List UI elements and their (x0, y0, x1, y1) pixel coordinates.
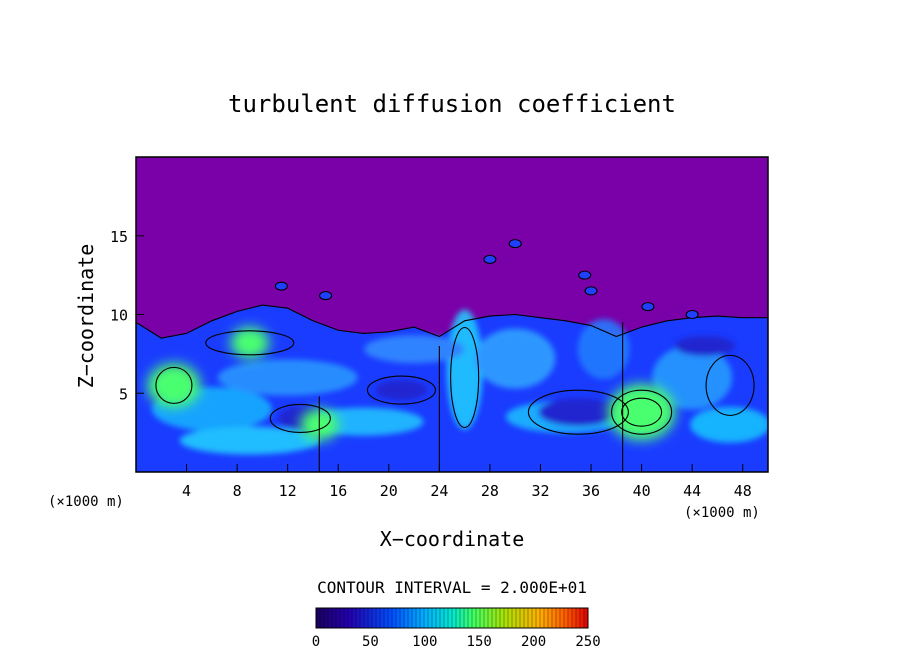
max-region (608, 384, 675, 440)
chart-title: turbulent diffusion coefficient (228, 90, 676, 118)
contour-cell (484, 255, 496, 263)
contour-cell (642, 303, 654, 311)
y-tick-label: 15 (110, 228, 128, 246)
eddy-blob (538, 398, 618, 426)
eddy-blob (375, 380, 427, 400)
y-tick-label: 10 (110, 307, 128, 325)
x-tick-label: 32 (531, 482, 549, 500)
x-axis-title: X−coordinate (380, 527, 525, 551)
x-tick-label: 8 (233, 482, 242, 500)
swirl-blob (690, 407, 770, 443)
colorbar-ticks: 0 50 100 150 200 250 (312, 634, 601, 650)
swirl-blob (218, 360, 358, 396)
swirl-blob (180, 427, 320, 455)
x-tick-label: 36 (582, 482, 600, 500)
swirl-blob (364, 335, 464, 363)
colorbar-tick-label: 0 (312, 634, 320, 650)
x-left-unit-label: (×1000 m) (48, 494, 124, 510)
colorbar-tick-label: 100 (412, 634, 437, 650)
y-axis-title: Z−coordinate (74, 244, 98, 389)
x-tick-label: 20 (380, 482, 398, 500)
contour-cell (320, 292, 332, 300)
x-tick-label: 12 (279, 482, 297, 500)
x-tick-label: 28 (481, 482, 499, 500)
swirl-blob (475, 329, 555, 389)
contour-cell (275, 282, 287, 290)
x-tick-label: 4 (182, 482, 191, 500)
x-tick-label: 40 (633, 482, 651, 500)
eddy-blob (675, 336, 735, 356)
colorbar-tick-label: 200 (521, 634, 546, 650)
colorbar-tick-label: 50 (362, 634, 379, 650)
contour-cell (686, 311, 698, 319)
colorbar-tick-label: 150 (467, 634, 492, 650)
contour-cell (585, 287, 597, 295)
heatmap-field (136, 157, 770, 472)
x-right-unit-label: (×1000 m) (684, 505, 760, 521)
colorbar-tick-label: 250 (575, 634, 600, 650)
x-tick-label: 24 (430, 482, 448, 500)
contour-interval-label: CONTOUR INTERVAL = 2.000E+01 (317, 578, 587, 597)
contour-cell (509, 240, 521, 248)
colorbar: 0 50 100 150 200 250 (312, 608, 601, 650)
x-tick-label: 44 (683, 482, 701, 500)
x-tick-label: 16 (329, 482, 347, 500)
swirl-blob (578, 319, 630, 379)
contour-cell (579, 271, 591, 279)
y-tick-label: 5 (119, 385, 128, 403)
x-tick-label: 48 (734, 482, 752, 500)
